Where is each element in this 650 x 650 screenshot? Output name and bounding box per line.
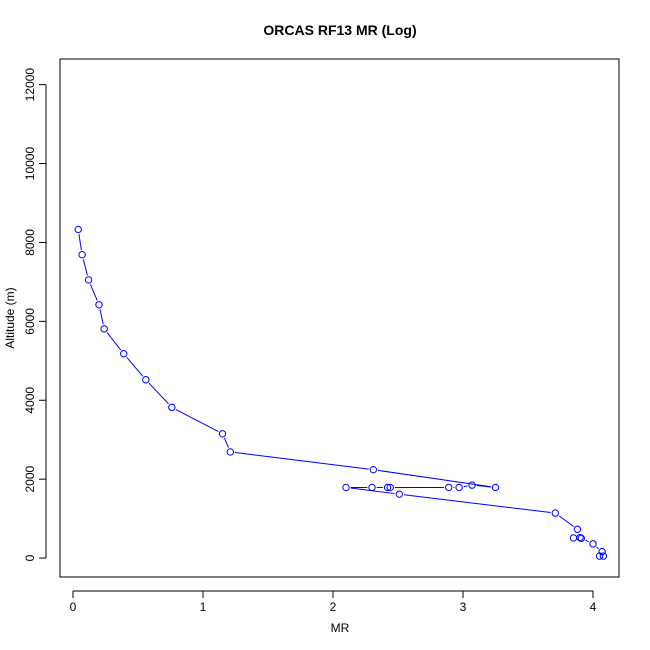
data-point	[142, 376, 150, 384]
x-tick-label: 3	[460, 600, 467, 614]
y-tick-label: 0	[23, 554, 37, 561]
series-segment	[558, 515, 574, 527]
data-point	[445, 483, 453, 492]
series-segment	[148, 382, 169, 405]
data-point	[100, 325, 108, 333]
data-point	[95, 301, 103, 309]
data-point	[455, 483, 463, 492]
y-tick-label: 8000	[23, 229, 37, 256]
series-segment	[403, 494, 551, 514]
series-segment	[596, 546, 599, 550]
series-segment	[234, 452, 369, 470]
x-axis: 0 1 2 3 4	[70, 590, 597, 614]
data-point	[84, 276, 93, 284]
x-tick-label: 0	[70, 600, 77, 614]
series-segment	[463, 485, 468, 488]
data-point	[218, 430, 227, 438]
x-tick-label: 4	[590, 600, 597, 614]
data-point	[573, 525, 582, 533]
y-tick-label: 12000	[23, 68, 37, 102]
series-mr	[74, 225, 608, 560]
data-point	[589, 540, 597, 548]
data-point	[342, 483, 350, 492]
series-segment	[476, 485, 491, 488]
series-segment	[377, 469, 491, 488]
y-tick-label: 10000	[23, 147, 37, 181]
series-segment	[126, 356, 144, 377]
data-point	[577, 534, 585, 543]
series-segment	[106, 332, 122, 351]
data-point	[395, 490, 403, 498]
data-point	[576, 533, 584, 542]
series-segment	[89, 284, 98, 301]
y-tick-label: 4000	[23, 387, 37, 414]
data-point	[74, 225, 82, 234]
plot-frame	[59, 58, 620, 578]
data-point	[386, 483, 394, 492]
data-point	[383, 483, 392, 492]
data-point	[599, 552, 608, 560]
x-tick-label: 2	[330, 600, 337, 614]
y-axis: 0 2000 4000 6000 8000 10000 12000	[23, 68, 47, 561]
series-segment	[82, 259, 88, 276]
series-segment	[78, 233, 82, 251]
y-tick-label: 2000	[23, 465, 37, 492]
series-segment	[99, 309, 104, 325]
data-point	[468, 481, 476, 489]
data-point	[369, 465, 377, 474]
data-point	[595, 552, 604, 560]
y-axis-label: Altitude (m)	[3, 287, 17, 348]
data-point	[491, 483, 500, 492]
data-point	[226, 448, 235, 456]
series-segment	[585, 539, 589, 543]
data-point	[168, 403, 176, 412]
series-segment	[223, 437, 229, 448]
x-axis-label: MR	[331, 621, 350, 635]
y-tick-label: 6000	[23, 308, 37, 335]
data-point	[551, 509, 559, 517]
x-tick-label: 1	[200, 600, 207, 614]
data-point	[120, 350, 128, 358]
data-point	[78, 250, 86, 259]
series-segment	[175, 409, 219, 433]
chart-title: ORCAS RF13 MR (Log)	[263, 22, 416, 38]
data-point	[368, 483, 376, 492]
